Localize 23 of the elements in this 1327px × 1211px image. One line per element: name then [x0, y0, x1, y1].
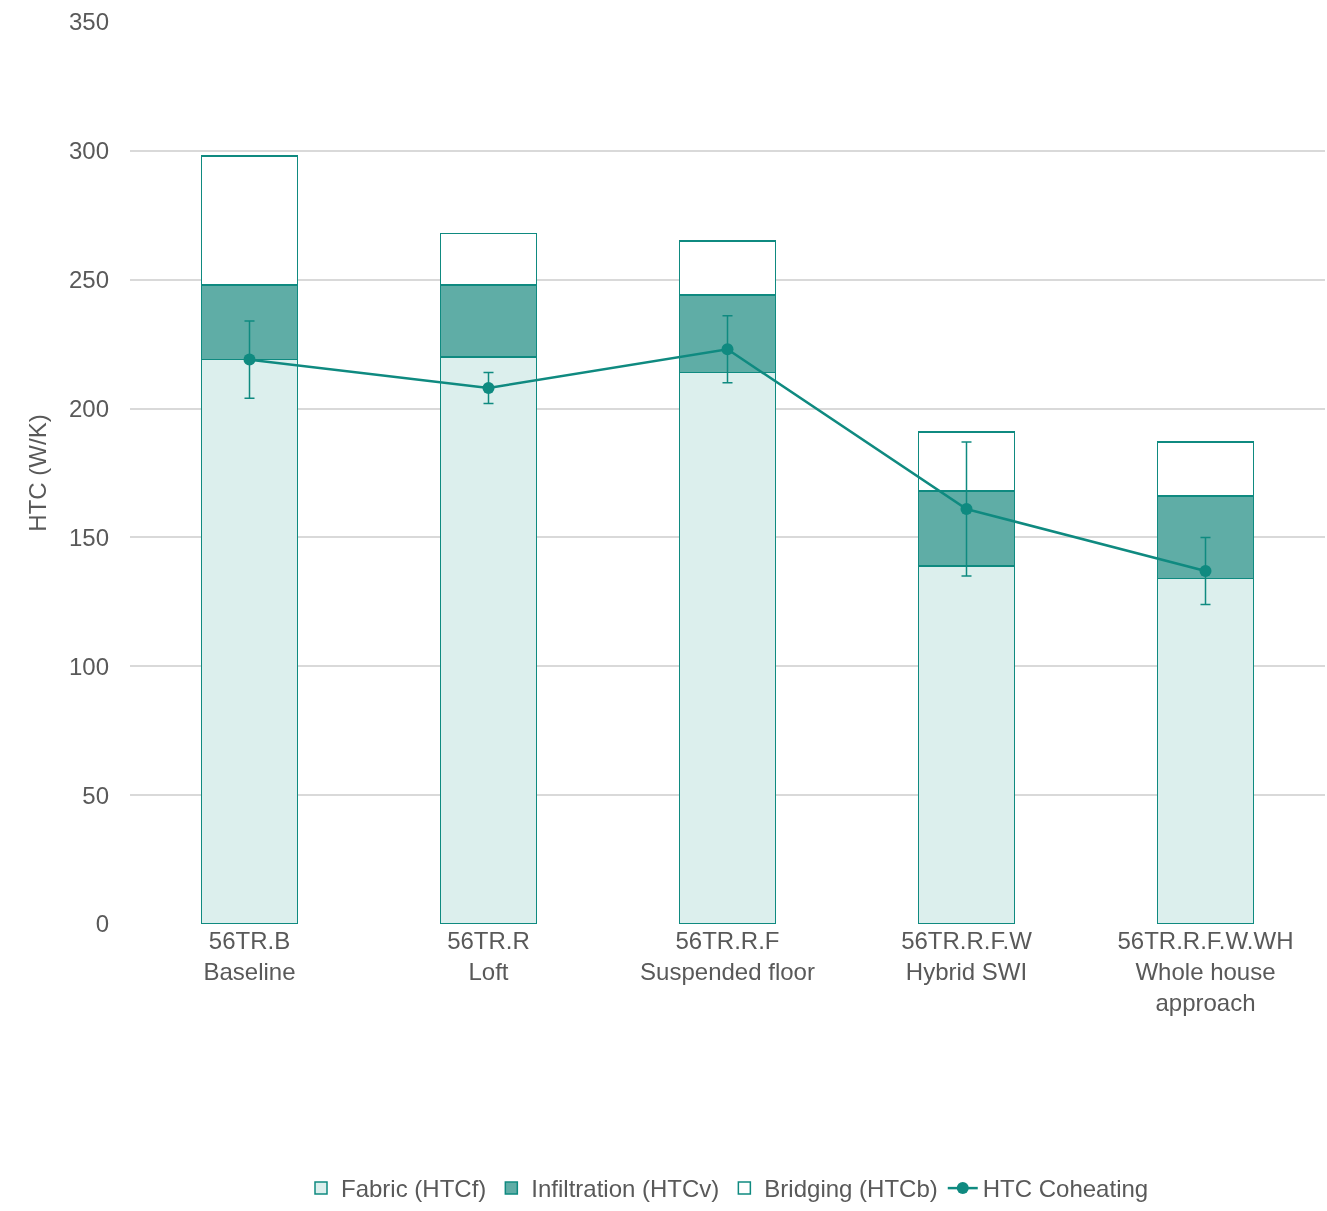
y-tick-label: 300 — [68, 137, 109, 165]
point — [243, 353, 256, 366]
y-tick-label: 250 — [68, 266, 109, 294]
x-tick-label: 56TR.R Loft — [447, 927, 530, 986]
point — [482, 381, 495, 394]
point — [721, 343, 734, 356]
y-axis-title: HTC (W/K) — [24, 414, 52, 532]
legend-label: Bridging (HTCb) — [764, 1175, 938, 1203]
x-tick-label: 56TR.R.F.W Hybrid SWI — [901, 927, 1033, 986]
point — [960, 503, 973, 516]
y-tick-label: 200 — [68, 394, 109, 422]
x-tick-label: 56TR.B Baseline — [203, 927, 296, 986]
y-tick-label: 100 — [68, 652, 109, 680]
legend-label: Fabric (HTCf) — [341, 1175, 487, 1203]
legend-label: HTC Coheating — [982, 1175, 1149, 1203]
y-tick-label: 150 — [68, 523, 109, 551]
y-tick-label: 50 — [82, 781, 109, 809]
y-tick-label: 350 — [68, 8, 109, 36]
x-tick-label: 56TR.R.F Suspended floor — [640, 927, 815, 986]
point — [1199, 564, 1212, 577]
x-tick-label: 56TR.R.F.W.WH Whole house approach — [1117, 927, 1294, 1017]
legend-label: Infiltration (HTCv) — [531, 1175, 720, 1203]
y-tick-label: 0 — [95, 910, 109, 938]
